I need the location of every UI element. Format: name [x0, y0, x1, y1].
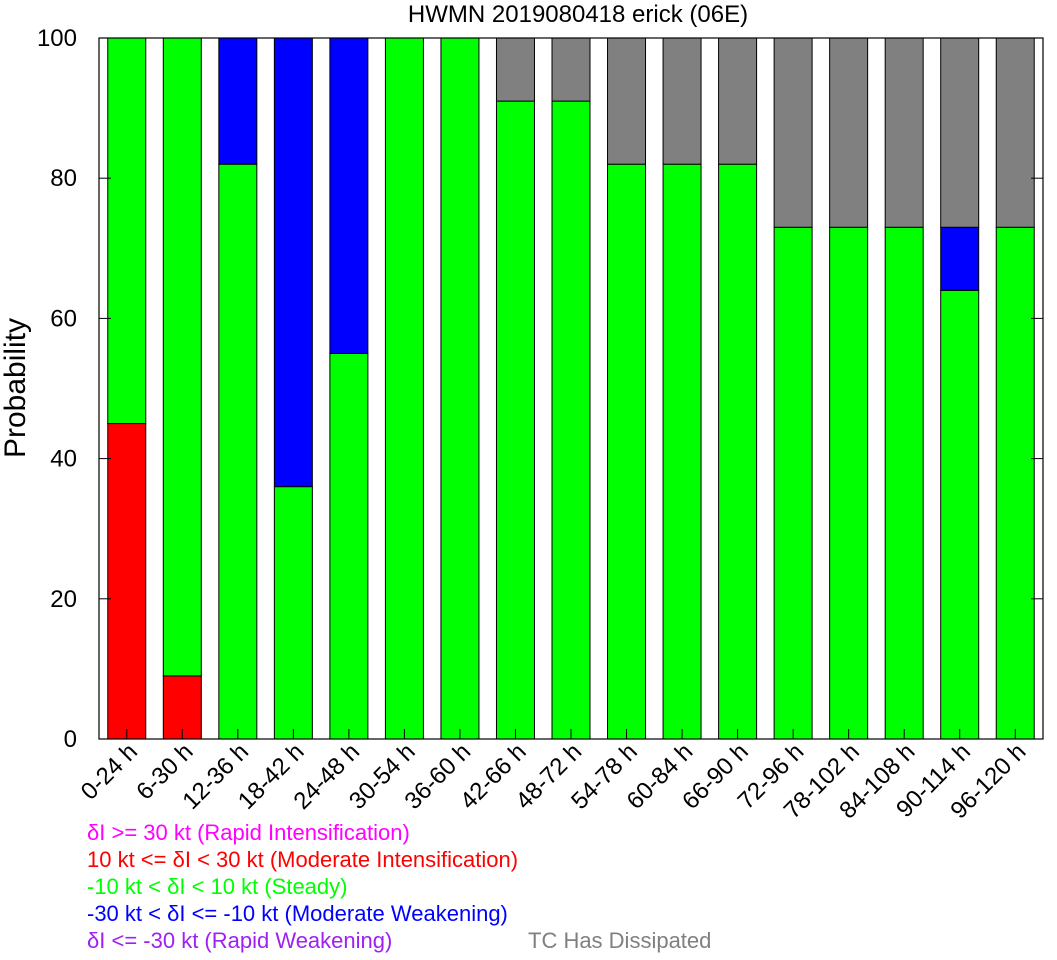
- legend-entry: δI >= 30 kt (Rapid Intensification): [87, 820, 410, 845]
- y-axis-label: Probability: [0, 318, 32, 458]
- bar-segment: [218, 37, 258, 165]
- y-tick-label: 100: [37, 25, 77, 52]
- bar-segment: [662, 37, 702, 165]
- bar-segment: [329, 352, 369, 740]
- chart-title: HWMN 2019080418 erick (06E): [408, 1, 748, 28]
- bar-segment: [773, 226, 813, 740]
- y-tick-label: 40: [50, 446, 77, 473]
- bar-segment: [995, 226, 1035, 740]
- bar-segment: [107, 423, 147, 740]
- y-tick-label: 20: [50, 586, 77, 613]
- bar-segment: [884, 37, 924, 228]
- legend-entry: TC Has Dissipated: [528, 928, 712, 953]
- bar-segment: [607, 37, 647, 165]
- bar-segment: [551, 100, 591, 740]
- x-ticks-group: 0-24 h6-30 h12-36 h18-42 h24-48 h30-54 h…: [76, 729, 1031, 824]
- bar-segment: [384, 37, 424, 740]
- legend-entry: -10 kt < δI < 10 kt (Steady): [87, 874, 348, 899]
- bar-segment: [829, 226, 869, 740]
- bar-segment: [718, 37, 758, 165]
- bar-segment: [329, 37, 369, 354]
- y-ticks-group: 0 20 40 60 80 100: [37, 25, 1043, 753]
- bar-segment: [273, 37, 313, 488]
- y-tick-label: 80: [50, 165, 77, 192]
- x-tick-label: 0-24 h: [76, 738, 143, 805]
- bar-segment: [940, 289, 980, 740]
- legend-entry: δI <= -30 kt (Rapid Weakening): [87, 928, 393, 953]
- bar-segment: [495, 100, 535, 740]
- bar-segment: [273, 486, 313, 740]
- bar-segment: [940, 226, 980, 291]
- bar-segment: [995, 37, 1035, 228]
- bar-segment: [440, 37, 480, 740]
- bar-segment: [162, 675, 202, 740]
- y-tick-label: 0: [64, 726, 77, 753]
- bar-segment: [107, 37, 147, 425]
- bar-segment: [218, 163, 258, 740]
- bar-segment: [495, 37, 535, 102]
- bar-segment: [162, 37, 202, 677]
- bar-segment: [718, 163, 758, 740]
- legend-entry: -30 kt < δI <= -10 kt (Moderate Weakenin…: [87, 901, 508, 926]
- bar-segment: [884, 226, 924, 740]
- bar-segment: [662, 163, 702, 740]
- bar-segment: [551, 37, 591, 102]
- legend-entry: 10 kt <= δI < 30 kt (Moderate Intensific…: [87, 847, 519, 872]
- bar-segment: [607, 163, 647, 740]
- bar-segment: [829, 37, 869, 228]
- y-tick-label: 60: [50, 305, 77, 332]
- bars-group: [107, 37, 1035, 740]
- bar-segment: [773, 37, 813, 228]
- bar-segment: [940, 37, 980, 228]
